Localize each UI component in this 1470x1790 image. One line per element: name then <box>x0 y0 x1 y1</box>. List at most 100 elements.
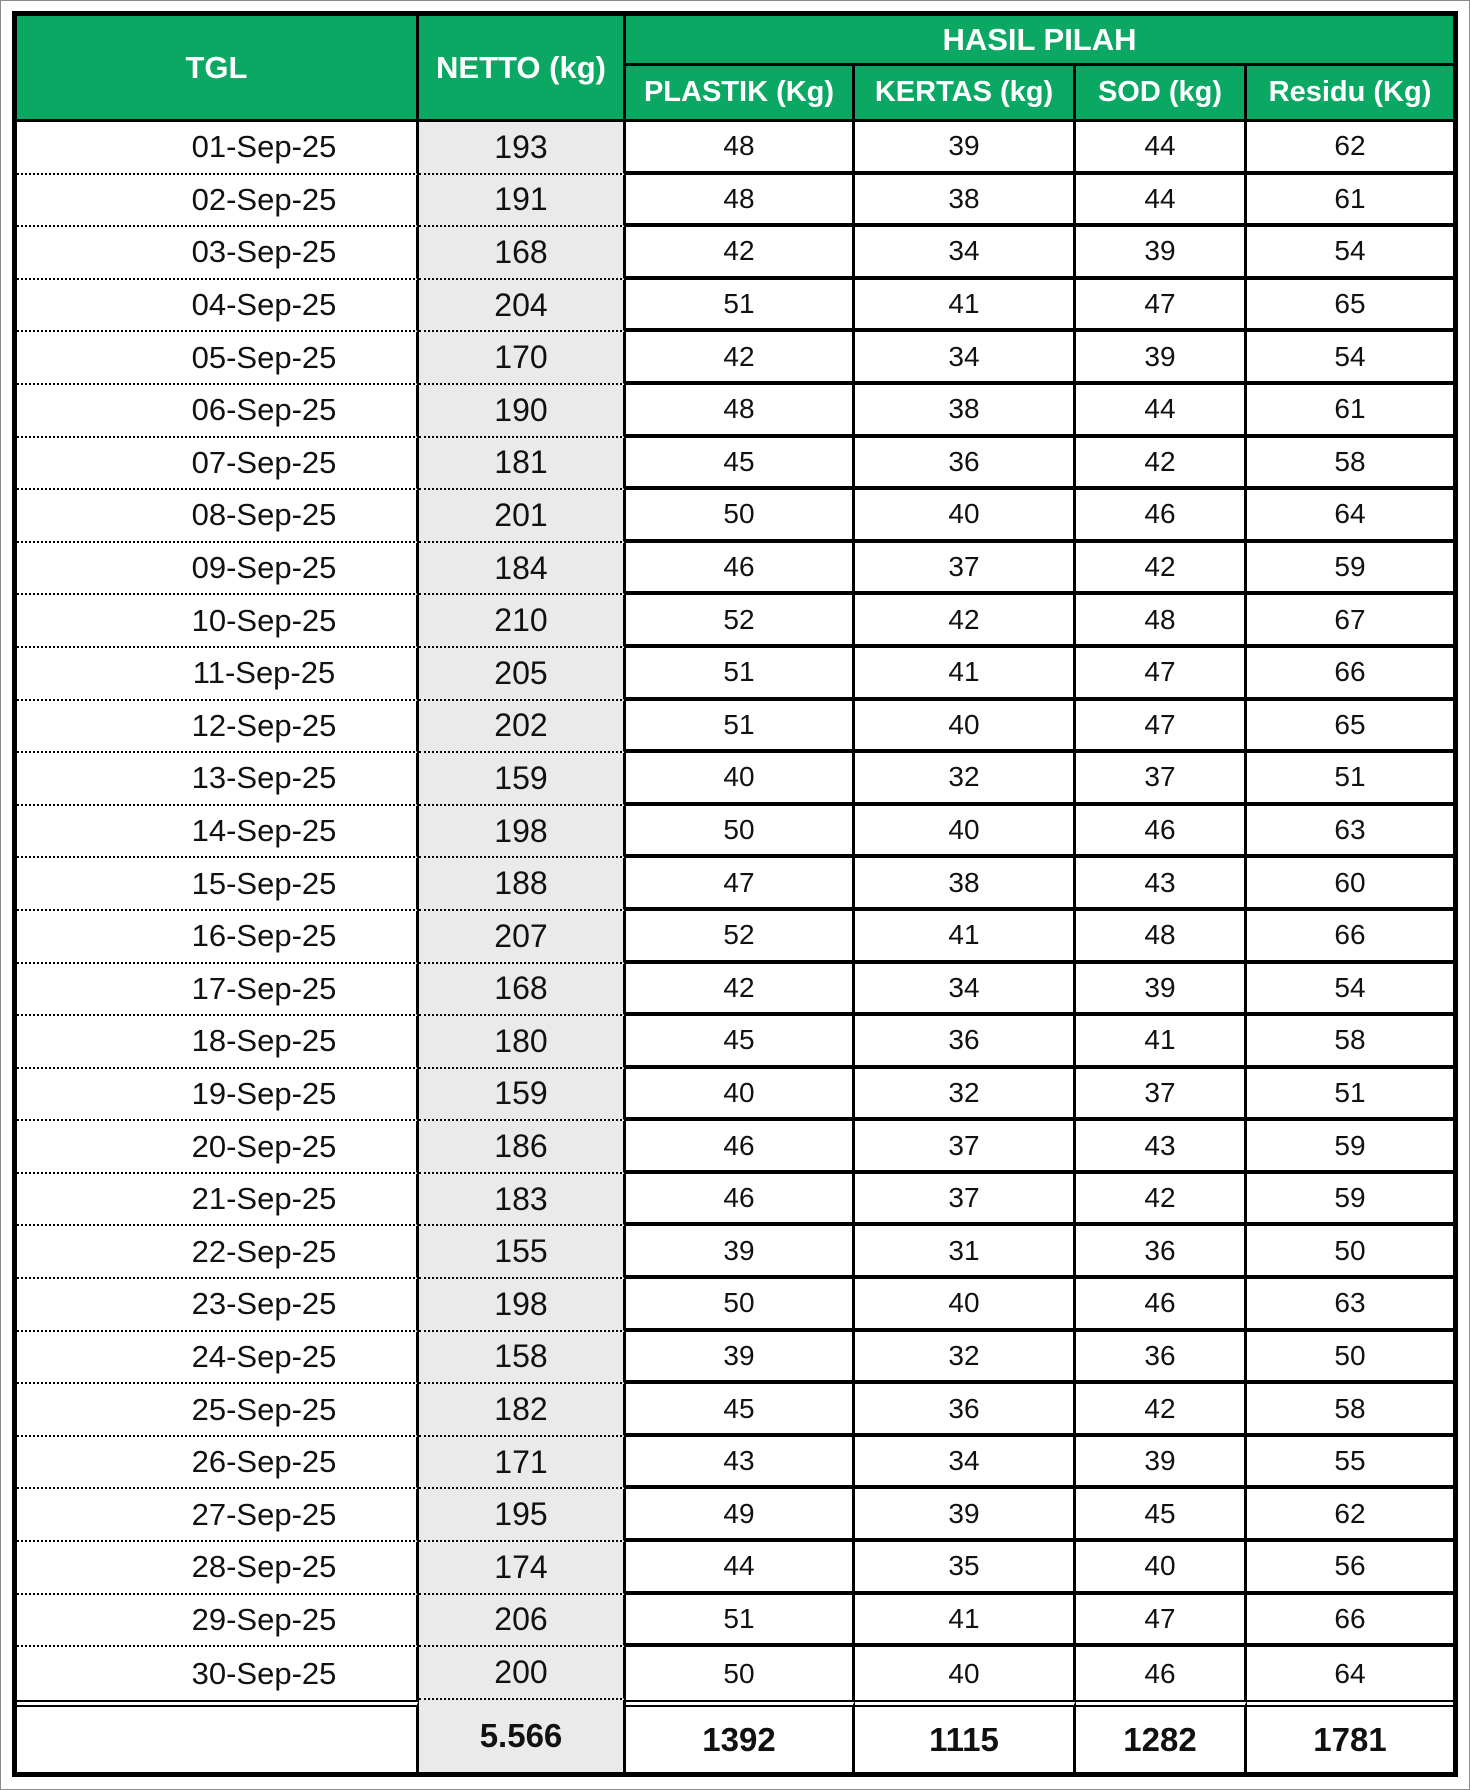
sod-cell: 44 <box>1076 174 1247 228</box>
netto-cell: 200 <box>419 1647 626 1700</box>
table-row: 03-Sep-25 168 42 34 39 54 <box>17 227 1453 280</box>
kertas-cell: 34 <box>855 1436 1076 1490</box>
sod-cell: 41 <box>1076 1016 1247 1069</box>
kertas-cell: 36 <box>855 1384 1076 1437</box>
netto-cell: 205 <box>419 647 626 701</box>
table-row: 07-Sep-25 181 45 36 42 58 <box>17 437 1453 491</box>
tgl-cell: 06-Sep-25 <box>17 384 419 438</box>
table-row: 26-Sep-25 171 43 34 39 55 <box>17 1436 1453 1490</box>
sod-cell: 40 <box>1076 1542 1247 1595</box>
tgl-cell: 23-Sep-25 <box>17 1279 419 1332</box>
total-kertas-cell: 1115 <box>855 1700 1076 1772</box>
col-header-residu: Residu (Kg) <box>1247 66 1453 122</box>
sod-cell: 36 <box>1076 1331 1247 1385</box>
residu-cell: 54 <box>1247 963 1453 1017</box>
tgl-cell: 21-Sep-25 <box>17 1173 419 1227</box>
sod-cell: 42 <box>1076 437 1247 491</box>
plastik-cell: 47 <box>626 858 855 911</box>
residu-cell: 64 <box>1247 490 1453 543</box>
table-row: 20-Sep-25 186 46 37 43 59 <box>17 1121 1453 1174</box>
kertas-cell: 39 <box>855 1489 1076 1543</box>
tgl-cell: 09-Sep-25 <box>17 542 419 596</box>
kertas-cell: 38 <box>855 384 1076 438</box>
netto-cell: 198 <box>419 805 626 859</box>
table-row: 22-Sep-25 155 39 31 36 50 <box>17 1226 1453 1280</box>
netto-cell: 202 <box>419 700 626 754</box>
tgl-cell: 18-Sep-25 <box>17 1016 419 1069</box>
tgl-cell: 08-Sep-25 <box>17 490 419 543</box>
netto-cell: 158 <box>419 1331 626 1385</box>
plastik-cell: 42 <box>626 332 855 385</box>
kertas-cell: 38 <box>855 858 1076 911</box>
tgl-cell: 01-Sep-25 <box>17 122 419 175</box>
netto-cell: 206 <box>419 1594 626 1648</box>
sod-cell: 48 <box>1076 595 1247 648</box>
netto-cell: 195 <box>419 1489 626 1543</box>
residu-cell: 59 <box>1247 1121 1453 1174</box>
tgl-cell: 14-Sep-25 <box>17 805 419 859</box>
table-row: 28-Sep-25 174 44 35 40 56 <box>17 1542 1453 1595</box>
residu-cell: 66 <box>1247 1594 1453 1648</box>
residu-cell: 66 <box>1247 910 1453 964</box>
plastik-cell: 50 <box>626 805 855 859</box>
netto-cell: 180 <box>419 1016 626 1069</box>
residu-cell: 54 <box>1247 332 1453 385</box>
residu-cell: 58 <box>1247 1016 1453 1069</box>
tgl-cell: 05-Sep-25 <box>17 332 419 385</box>
residu-cell: 67 <box>1247 595 1453 648</box>
table-row: 05-Sep-25 170 42 34 39 54 <box>17 332 1453 385</box>
kertas-cell: 37 <box>855 1121 1076 1174</box>
tgl-cell: 28-Sep-25 <box>17 1542 419 1595</box>
table-footer: 5.566 1392 1115 1282 1781 <box>17 1700 1453 1772</box>
plastik-cell: 50 <box>626 1279 855 1332</box>
netto-cell: 184 <box>419 542 626 596</box>
col-header-kertas: KERTAS (kg) <box>855 66 1076 122</box>
kertas-cell: 40 <box>855 1647 1076 1700</box>
residu-cell: 61 <box>1247 384 1453 438</box>
sod-cell: 39 <box>1076 227 1247 280</box>
table-row: 06-Sep-25 190 48 38 44 61 <box>17 384 1453 438</box>
kertas-cell: 37 <box>855 1173 1076 1227</box>
kertas-cell: 31 <box>855 1226 1076 1280</box>
sod-cell: 46 <box>1076 1647 1247 1700</box>
table-row: 12-Sep-25 202 51 40 47 65 <box>17 700 1453 754</box>
kertas-cell: 32 <box>855 753 1076 806</box>
residu-cell: 63 <box>1247 805 1453 859</box>
plastik-cell: 52 <box>626 595 855 648</box>
netto-cell: 182 <box>419 1384 626 1437</box>
col-header-group-hasil-pilah: HASIL PILAH <box>626 16 1453 66</box>
plastik-cell: 48 <box>626 122 855 175</box>
sod-cell: 45 <box>1076 1489 1247 1543</box>
sod-cell: 39 <box>1076 1436 1247 1490</box>
kertas-cell: 34 <box>855 332 1076 385</box>
sod-cell: 47 <box>1076 700 1247 754</box>
kertas-cell: 32 <box>855 1331 1076 1385</box>
netto-cell: 207 <box>419 910 626 964</box>
residu-cell: 65 <box>1247 700 1453 754</box>
residu-cell: 50 <box>1247 1331 1453 1385</box>
kertas-cell: 40 <box>855 700 1076 754</box>
plastik-cell: 39 <box>626 1226 855 1280</box>
tgl-cell: 17-Sep-25 <box>17 963 419 1017</box>
sod-cell: 42 <box>1076 542 1247 596</box>
table-row: 16-Sep-25 207 52 41 48 66 <box>17 910 1453 964</box>
table-body: 01-Sep-25 193 48 39 44 62 02-Sep-25 191 48 38 44 61… <box>17 122 1453 1700</box>
table-row: 02-Sep-25 191 48 38 44 61 <box>17 174 1453 228</box>
plastik-cell: 42 <box>626 227 855 280</box>
table-row: 09-Sep-25 184 46 37 42 59 <box>17 542 1453 596</box>
plastik-cell: 51 <box>626 279 855 333</box>
tgl-cell: 22-Sep-25 <box>17 1226 419 1280</box>
plastik-cell: 46 <box>626 542 855 596</box>
header-row-1: TGL NETTO (kg) HASIL PILAH <box>17 16 1453 122</box>
header-row-2: PLASTIK (Kg) KERTAS (kg) SOD (kg) Residu (K… <box>17 66 1453 122</box>
table-row: 29-Sep-25 206 51 41 47 66 <box>17 1594 1453 1648</box>
residu-cell: 55 <box>1247 1436 1453 1490</box>
netto-cell: 193 <box>419 122 626 175</box>
netto-cell: 159 <box>419 753 626 806</box>
tgl-cell: 25-Sep-25 <box>17 1384 419 1437</box>
kertas-cell: 41 <box>855 910 1076 964</box>
sod-cell: 47 <box>1076 279 1247 333</box>
table-row: 18-Sep-25 180 45 36 41 58 <box>17 1016 1453 1069</box>
table-row: 19-Sep-25 159 40 32 37 51 <box>17 1068 1453 1122</box>
col-header-netto: NETTO (kg) <box>419 16 626 122</box>
